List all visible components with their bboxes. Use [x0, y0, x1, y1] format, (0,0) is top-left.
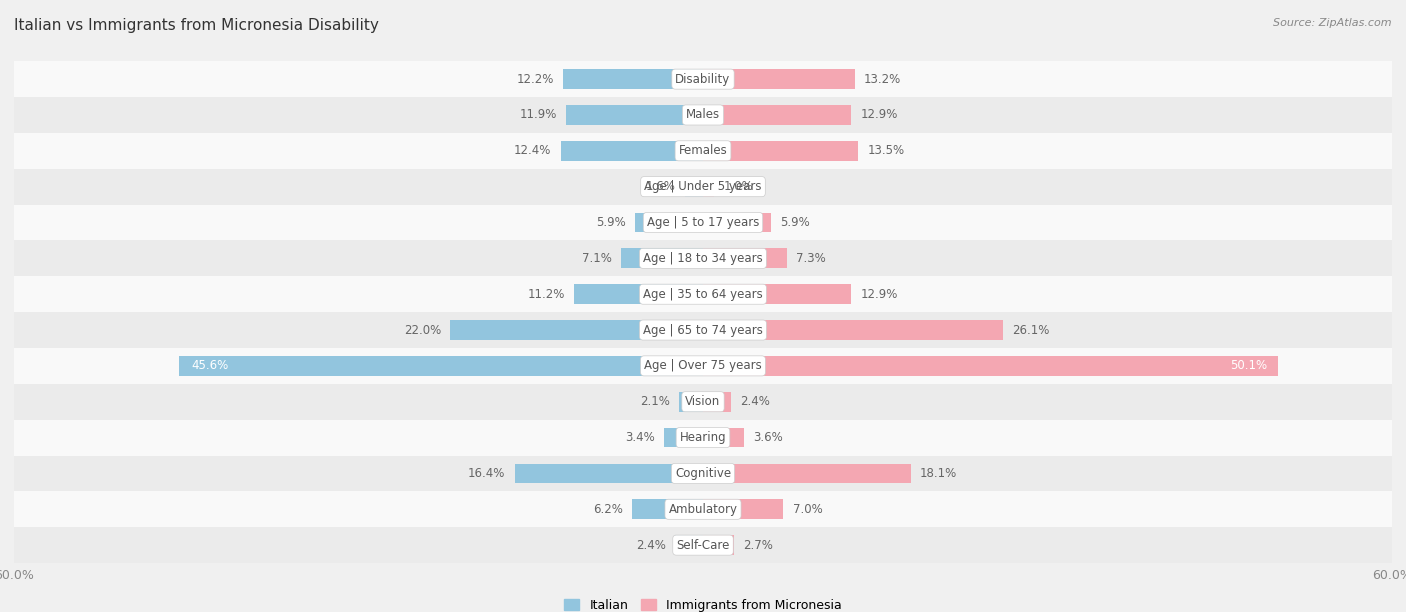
Bar	[562, 69, 703, 89]
Bar	[14, 276, 1392, 312]
Bar	[561, 141, 703, 161]
Bar	[703, 463, 911, 483]
Text: 7.3%: 7.3%	[796, 252, 825, 265]
Text: 2.4%: 2.4%	[740, 395, 769, 408]
Bar	[703, 356, 1278, 376]
Text: Italian vs Immigrants from Micronesia Disability: Italian vs Immigrants from Micronesia Di…	[14, 18, 380, 34]
Text: 3.6%: 3.6%	[754, 431, 783, 444]
Text: 13.2%: 13.2%	[863, 73, 901, 86]
Text: 11.9%: 11.9%	[520, 108, 557, 121]
Text: Cognitive: Cognitive	[675, 467, 731, 480]
Bar	[631, 499, 703, 519]
Bar	[14, 133, 1392, 169]
Bar	[703, 105, 851, 125]
Text: Age | 35 to 64 years: Age | 35 to 64 years	[643, 288, 763, 300]
Text: 2.4%: 2.4%	[637, 539, 666, 551]
Text: 16.4%: 16.4%	[468, 467, 506, 480]
Bar	[685, 177, 703, 196]
Text: Age | Over 75 years: Age | Over 75 years	[644, 359, 762, 372]
Bar	[14, 455, 1392, 491]
Text: Source: ZipAtlas.com: Source: ZipAtlas.com	[1274, 18, 1392, 28]
Bar	[14, 491, 1392, 527]
Bar	[703, 177, 714, 196]
Bar	[703, 212, 770, 233]
Bar	[703, 141, 858, 161]
Bar	[14, 97, 1392, 133]
Bar	[14, 61, 1392, 97]
Bar	[703, 536, 734, 555]
Bar	[567, 105, 703, 125]
Text: 7.1%: 7.1%	[582, 252, 612, 265]
Text: 13.5%: 13.5%	[868, 144, 904, 157]
Text: Age | 18 to 34 years: Age | 18 to 34 years	[643, 252, 763, 265]
Bar	[14, 312, 1392, 348]
Text: Vision: Vision	[685, 395, 721, 408]
Text: 7.0%: 7.0%	[793, 503, 823, 516]
Text: Females: Females	[679, 144, 727, 157]
Text: Ambulatory: Ambulatory	[668, 503, 738, 516]
Text: 26.1%: 26.1%	[1012, 324, 1049, 337]
Text: 11.2%: 11.2%	[527, 288, 565, 300]
Bar	[14, 241, 1392, 276]
Bar	[703, 428, 744, 447]
Text: Disability: Disability	[675, 73, 731, 86]
Text: Self-Care: Self-Care	[676, 539, 730, 551]
Text: Age | Under 5 years: Age | Under 5 years	[644, 180, 762, 193]
Text: 5.9%: 5.9%	[780, 216, 810, 229]
Bar	[14, 348, 1392, 384]
Bar	[675, 536, 703, 555]
Text: 1.0%: 1.0%	[724, 180, 754, 193]
Text: 45.6%: 45.6%	[191, 359, 228, 372]
Bar	[703, 392, 731, 412]
Text: 2.1%: 2.1%	[640, 395, 669, 408]
Text: 2.7%: 2.7%	[744, 539, 773, 551]
Legend: Italian, Immigrants from Micronesia: Italian, Immigrants from Micronesia	[560, 594, 846, 612]
Bar	[515, 463, 703, 483]
Bar	[664, 428, 703, 447]
Text: 6.2%: 6.2%	[593, 503, 623, 516]
Bar	[679, 392, 703, 412]
Text: 50.1%: 50.1%	[1230, 359, 1267, 372]
Text: 18.1%: 18.1%	[920, 467, 957, 480]
Text: 12.9%: 12.9%	[860, 288, 897, 300]
Bar	[575, 285, 703, 304]
Bar	[703, 285, 851, 304]
Bar	[703, 320, 1002, 340]
Bar	[450, 320, 703, 340]
Bar	[14, 420, 1392, 455]
Text: Age | 65 to 74 years: Age | 65 to 74 years	[643, 324, 763, 337]
Text: Males: Males	[686, 108, 720, 121]
Bar	[703, 499, 783, 519]
Text: 12.4%: 12.4%	[515, 144, 551, 157]
Text: 22.0%: 22.0%	[404, 324, 441, 337]
Bar	[703, 69, 855, 89]
Text: 12.9%: 12.9%	[860, 108, 897, 121]
Bar	[14, 204, 1392, 241]
Bar	[636, 212, 703, 233]
Bar	[703, 248, 787, 268]
Text: 3.4%: 3.4%	[626, 431, 655, 444]
Bar	[621, 248, 703, 268]
Text: 1.6%: 1.6%	[645, 180, 675, 193]
Text: 12.2%: 12.2%	[516, 73, 554, 86]
Bar	[14, 169, 1392, 204]
Bar	[180, 356, 703, 376]
Bar	[14, 384, 1392, 420]
Text: 5.9%: 5.9%	[596, 216, 626, 229]
Text: Hearing: Hearing	[679, 431, 727, 444]
Bar	[14, 527, 1392, 563]
Text: Age | 5 to 17 years: Age | 5 to 17 years	[647, 216, 759, 229]
